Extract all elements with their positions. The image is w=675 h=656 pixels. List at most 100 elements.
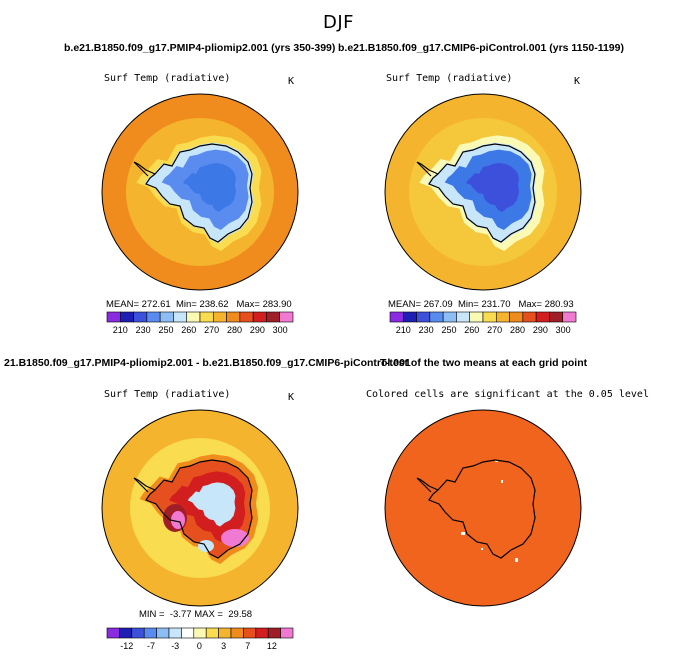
- panel4-polar-map: [384, 409, 582, 607]
- panel3-max-value: 29.58: [228, 609, 253, 620]
- insignificant-cell: [495, 460, 498, 462]
- colorbar-box: [181, 627, 195, 639]
- panel4-title: T-test of the two means at each grid poi…: [380, 357, 588, 369]
- map-field: [102, 94, 298, 290]
- colorbar-tick-label: -7: [147, 641, 155, 651]
- panel3-title: 21.B1850.f09_g17.PMIP4-pliomip2.001 - b.…: [4, 357, 411, 369]
- panel1-variable-label: Surf Temp (radiative): [104, 73, 231, 84]
- colorbar-box: [243, 627, 257, 639]
- colorbar-tick-label: 290: [533, 325, 548, 335]
- panel3-stats: MIN = -3.77 MAX = 29.58: [139, 609, 252, 620]
- insignificant-cell: [515, 558, 518, 562]
- insignificant-cell: [481, 548, 483, 550]
- panel3-min-value: -3.77: [169, 609, 192, 620]
- insignificant-cell: [461, 532, 465, 535]
- colorbar-tick-label: 270: [487, 325, 502, 335]
- panel1-title: b.e21.B1850.f09_g17.PMIP4-pliomip2.001 (…: [64, 42, 336, 54]
- colorbar-tick-label: 230: [419, 325, 434, 335]
- panel1-polar-map: [101, 93, 299, 291]
- map-boundary: [384, 409, 582, 607]
- panel1-units-label: K: [288, 76, 295, 87]
- panel2-variable-label: Surf Temp (radiative): [386, 73, 513, 84]
- colorbar-box: [562, 311, 577, 323]
- colorbar-tick-label: 230: [136, 325, 151, 335]
- colorbar-box: [522, 311, 537, 323]
- panel1-min-label: Min=: [175, 299, 197, 310]
- panel2-max-value: 280.93: [544, 299, 574, 310]
- colorbar-box: [119, 627, 133, 639]
- panel2-units-label: K: [574, 76, 581, 87]
- panel2-min-value: 231.70: [481, 299, 511, 310]
- east-peak-field: [221, 529, 249, 547]
- panel2-stats: MEAN= 267.09 Min= 231.70 Max= 280.93: [388, 299, 574, 310]
- colorbar-box: [442, 311, 457, 323]
- panel2-mean-label: MEAN=: [388, 299, 421, 310]
- colorbar-tick-label: -12: [120, 641, 133, 651]
- colorbar-box: [495, 311, 510, 323]
- colorbar-box: [230, 627, 244, 639]
- colorbar-box: [193, 627, 207, 639]
- colorbar-box: [279, 311, 294, 323]
- coastline: [428, 143, 536, 243]
- colorbar-tick-label: 270: [204, 325, 219, 335]
- colorbar-box: [168, 627, 182, 639]
- interior-cold-field: [466, 163, 519, 212]
- colorbar-tick-label: 250: [441, 325, 456, 335]
- colorbar-box: [218, 627, 232, 639]
- panel1-max-value: 283.90: [262, 299, 292, 310]
- colorbar-tick-label: -3: [171, 641, 179, 651]
- panel1-mean-label: MEAN=: [106, 299, 139, 310]
- panel1-mean-value: 272.61: [141, 299, 171, 310]
- colorbar-tick-label: 260: [181, 325, 196, 335]
- colorbar-tick-label: 12: [267, 641, 277, 651]
- map-field: [102, 410, 298, 606]
- peninsula-coastline: [133, 477, 156, 493]
- colorbar-box: [106, 627, 120, 639]
- colorbar-box: [173, 311, 188, 323]
- panel3-units-label: K: [288, 392, 295, 403]
- colorbar-box: [156, 627, 170, 639]
- panel1-colorbar: 210 230 250 260 270 280 290 300: [106, 311, 294, 335]
- panel1-stats: MEAN= 272.61 Min= 238.62 Max= 283.90: [106, 299, 292, 310]
- colorbar-box: [252, 311, 267, 323]
- panel4-subtitle: Colored cells are significant at the 0.0…: [366, 389, 649, 400]
- ross-cool-field: [198, 540, 214, 552]
- peninsula-coastline: [416, 161, 439, 177]
- colorbar-tick-label: 260: [464, 325, 479, 335]
- colorbar-tick-label: 280: [510, 325, 525, 335]
- colorbar-box: [133, 311, 148, 323]
- panel2-min-label: Min=: [457, 299, 479, 310]
- panel3-colorbar: -12 -7 -3 0 3 7 12: [106, 627, 294, 651]
- colorbar-tick-label: 290: [250, 325, 265, 335]
- colorbar-box: [416, 311, 431, 323]
- colorbar-box: [205, 627, 219, 639]
- colorbar-box: [106, 311, 121, 323]
- panel2-title: b.e21.B1850.f09_g17.CMIP6-piControl.001 …: [338, 42, 624, 54]
- colorbar-box: [389, 311, 404, 323]
- colorbar-tick-label: 300: [556, 325, 571, 335]
- panel3-min-label: MIN =: [139, 609, 165, 620]
- colorbar-box: [255, 627, 269, 639]
- colorbar-tick-label: 7: [245, 641, 250, 651]
- figure-title: DJF: [323, 12, 355, 33]
- colorbar-box: [482, 311, 497, 323]
- colorbar-box: [469, 311, 484, 323]
- panel1-max-label: Max=: [236, 299, 260, 310]
- colorbar-box: [212, 311, 227, 323]
- panel1-min-value: 238.62: [199, 299, 229, 310]
- west-peak-field: [171, 511, 185, 529]
- colorbar-box: [146, 311, 161, 323]
- colorbar-box: [159, 311, 174, 323]
- colorbar-tick-label: 210: [113, 325, 128, 335]
- map-boundary: [384, 93, 582, 291]
- colorbar-box: [280, 627, 294, 639]
- peninsula-coastline: [133, 161, 156, 177]
- colorbar-box: [143, 627, 157, 639]
- panel2-mean-value: 267.09: [423, 299, 453, 310]
- map-boundary: [101, 409, 299, 607]
- colorbar-box: [266, 311, 281, 323]
- colorbar-tick-label: 3: [221, 641, 226, 651]
- colorbar-box: [186, 311, 201, 323]
- panel2-colorbar: 210 230 250 260 270 280 290 300: [389, 311, 577, 335]
